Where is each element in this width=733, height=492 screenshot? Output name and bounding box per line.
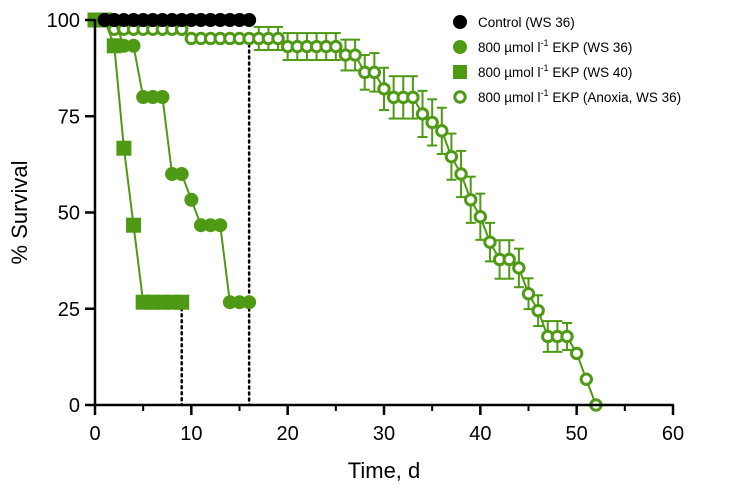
- data-point: [126, 13, 141, 27]
- data-point: [531, 303, 545, 318]
- data-point: [174, 167, 189, 181]
- data-point: [155, 13, 170, 27]
- data-point: [473, 210, 488, 224]
- data-point: [453, 65, 467, 79]
- data-point: [193, 218, 208, 233]
- data-point: [165, 167, 180, 181]
- data-point: [406, 90, 420, 105]
- data-point: [453, 90, 467, 104]
- series-line: [95, 19, 250, 304]
- legend-item: 800 µmol l-1 EKP (WS 40): [453, 63, 632, 80]
- x-tick-label: 40: [469, 423, 491, 445]
- data-point: [155, 90, 170, 104]
- data-point: [222, 13, 237, 27]
- data-point: [329, 39, 343, 54]
- data-point: [415, 107, 430, 121]
- data-point: [560, 329, 574, 344]
- legend-item: Control (WS 36): [453, 15, 575, 30]
- data-point: [425, 115, 439, 130]
- data-point: [193, 13, 208, 27]
- data-point: [444, 149, 459, 164]
- data-point: [165, 13, 180, 27]
- y-ticks: 0 25 50 75 100: [47, 10, 95, 417]
- data-point: [242, 295, 257, 310]
- series-0: [97, 13, 257, 27]
- legend-label: 800 µmol l-1 EKP (WS 36): [478, 38, 632, 55]
- data-point: [502, 252, 516, 267]
- data-point: [203, 13, 218, 27]
- data-point: [106, 38, 122, 54]
- data-point: [145, 90, 160, 104]
- legend-item: 800 µmol l-1 EKP (Anoxia, WS 36): [453, 88, 681, 105]
- x-tick-label: 10: [180, 423, 202, 445]
- data-point: [213, 13, 228, 27]
- series-2: [87, 12, 190, 310]
- data-point: [184, 13, 199, 27]
- legend-item: 800 µmol l-1 EKP (WS 36): [453, 38, 632, 55]
- data-point: [116, 13, 131, 27]
- data-point: [435, 124, 449, 138]
- y-tick-label: 100: [47, 10, 80, 32]
- y-tick-label: 50: [58, 203, 80, 225]
- x-tick-label: 50: [566, 423, 588, 445]
- data-point: [464, 193, 478, 207]
- data-point: [232, 13, 247, 27]
- y-tick-label: 0: [69, 395, 80, 417]
- data-point: [242, 13, 257, 27]
- data-point: [569, 346, 584, 361]
- series-layer: [87, 12, 603, 412]
- data-point: [136, 90, 151, 104]
- data-point: [377, 82, 391, 96]
- data-point: [579, 372, 593, 386]
- data-point: [453, 40, 467, 54]
- axes: 0 10 20 30 40 50 60 0 25 50 75 100: [47, 10, 685, 445]
- data-point: [136, 13, 151, 27]
- data-point: [107, 13, 122, 27]
- legend-label: 800 µmol l-1 EKP (Anoxia, WS 36): [478, 88, 681, 105]
- x-tick-label: 20: [277, 423, 299, 445]
- x-tick-label: 0: [89, 423, 100, 445]
- data-point: [222, 295, 237, 310]
- data-point: [454, 167, 468, 181]
- data-point: [453, 15, 467, 29]
- data-point: [184, 192, 199, 207]
- y-tick-label: 75: [58, 106, 80, 128]
- annotations: [180, 37, 251, 407]
- series-line: [95, 19, 182, 304]
- legend-label: 800 µmol l-1 EKP (WS 40): [478, 63, 632, 80]
- x-tick-label: 60: [662, 423, 684, 445]
- data-point: [512, 261, 526, 275]
- legend-label: Control (WS 36): [478, 15, 575, 30]
- data-point: [174, 13, 189, 27]
- x-axis-title: Time, d: [348, 458, 421, 483]
- data-point: [97, 13, 112, 27]
- series-1: [88, 13, 257, 310]
- series-3: [88, 13, 603, 412]
- data-point: [483, 235, 497, 249]
- data-point: [232, 295, 247, 310]
- y-tick-label: 25: [58, 299, 80, 321]
- data-point: [145, 13, 160, 27]
- data-point: [116, 140, 132, 156]
- data-point: [367, 65, 382, 80]
- data-point: [126, 217, 142, 233]
- x-tick-label: 30: [373, 423, 395, 445]
- data-point: [213, 218, 228, 233]
- data-point: [126, 38, 141, 53]
- data-point: [203, 218, 218, 233]
- x-ticks: 0 10 20 30 40 50 60: [89, 405, 684, 445]
- data-point: [348, 48, 362, 62]
- y-axis-title: % Survival: [7, 161, 32, 265]
- data-point: [174, 294, 190, 310]
- data-point: [271, 31, 285, 46]
- data-point: [521, 287, 536, 301]
- legend: Control (WS 36) 800 µmol l-1 EKP (WS 36) 8…: [453, 15, 681, 105]
